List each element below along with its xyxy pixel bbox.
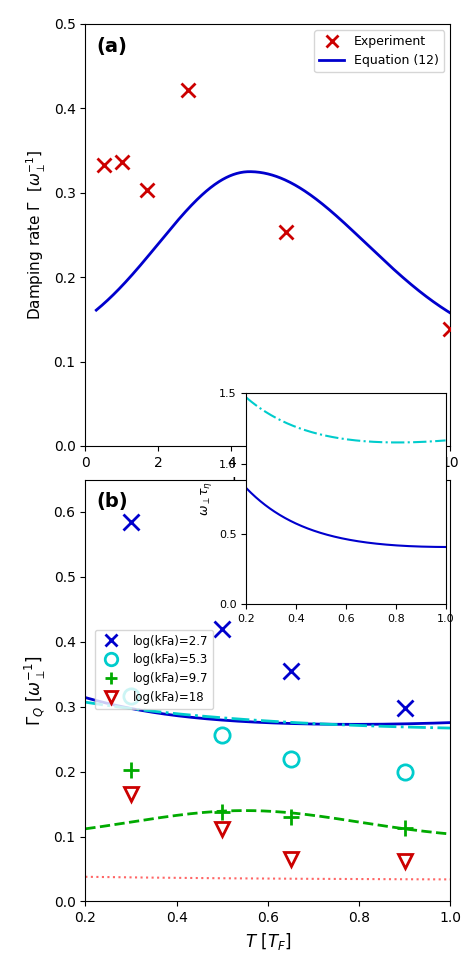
X-axis label: $\log(k_F a_2)$: $\log(k_F a_2)$ — [231, 476, 305, 497]
Y-axis label: $\omega_\perp\tau_\eta$: $\omega_\perp\tau_\eta$ — [199, 481, 214, 516]
Text: (b): (b) — [96, 492, 128, 511]
Legend: Experiment, Equation (12): Experiment, Equation (12) — [314, 31, 444, 73]
Legend: log(kFa)=2.7, log(kFa)=5.3, log(kFa)=9.7, log(kFa)=18: log(kFa)=2.7, log(kFa)=5.3, log(kFa)=9.7… — [95, 630, 213, 709]
Y-axis label: $\Gamma_Q\ [\omega_\perp^{-1}]$: $\Gamma_Q\ [\omega_\perp^{-1}]$ — [23, 655, 48, 726]
X-axis label: $T\ [T_F]$: $T\ [T_F]$ — [245, 931, 291, 951]
Text: (a): (a) — [96, 36, 127, 56]
Y-axis label: Damping rate $\Gamma$  $[\omega_\perp^{-1}]$: Damping rate $\Gamma$ $[\omega_\perp^{-1… — [25, 150, 48, 320]
